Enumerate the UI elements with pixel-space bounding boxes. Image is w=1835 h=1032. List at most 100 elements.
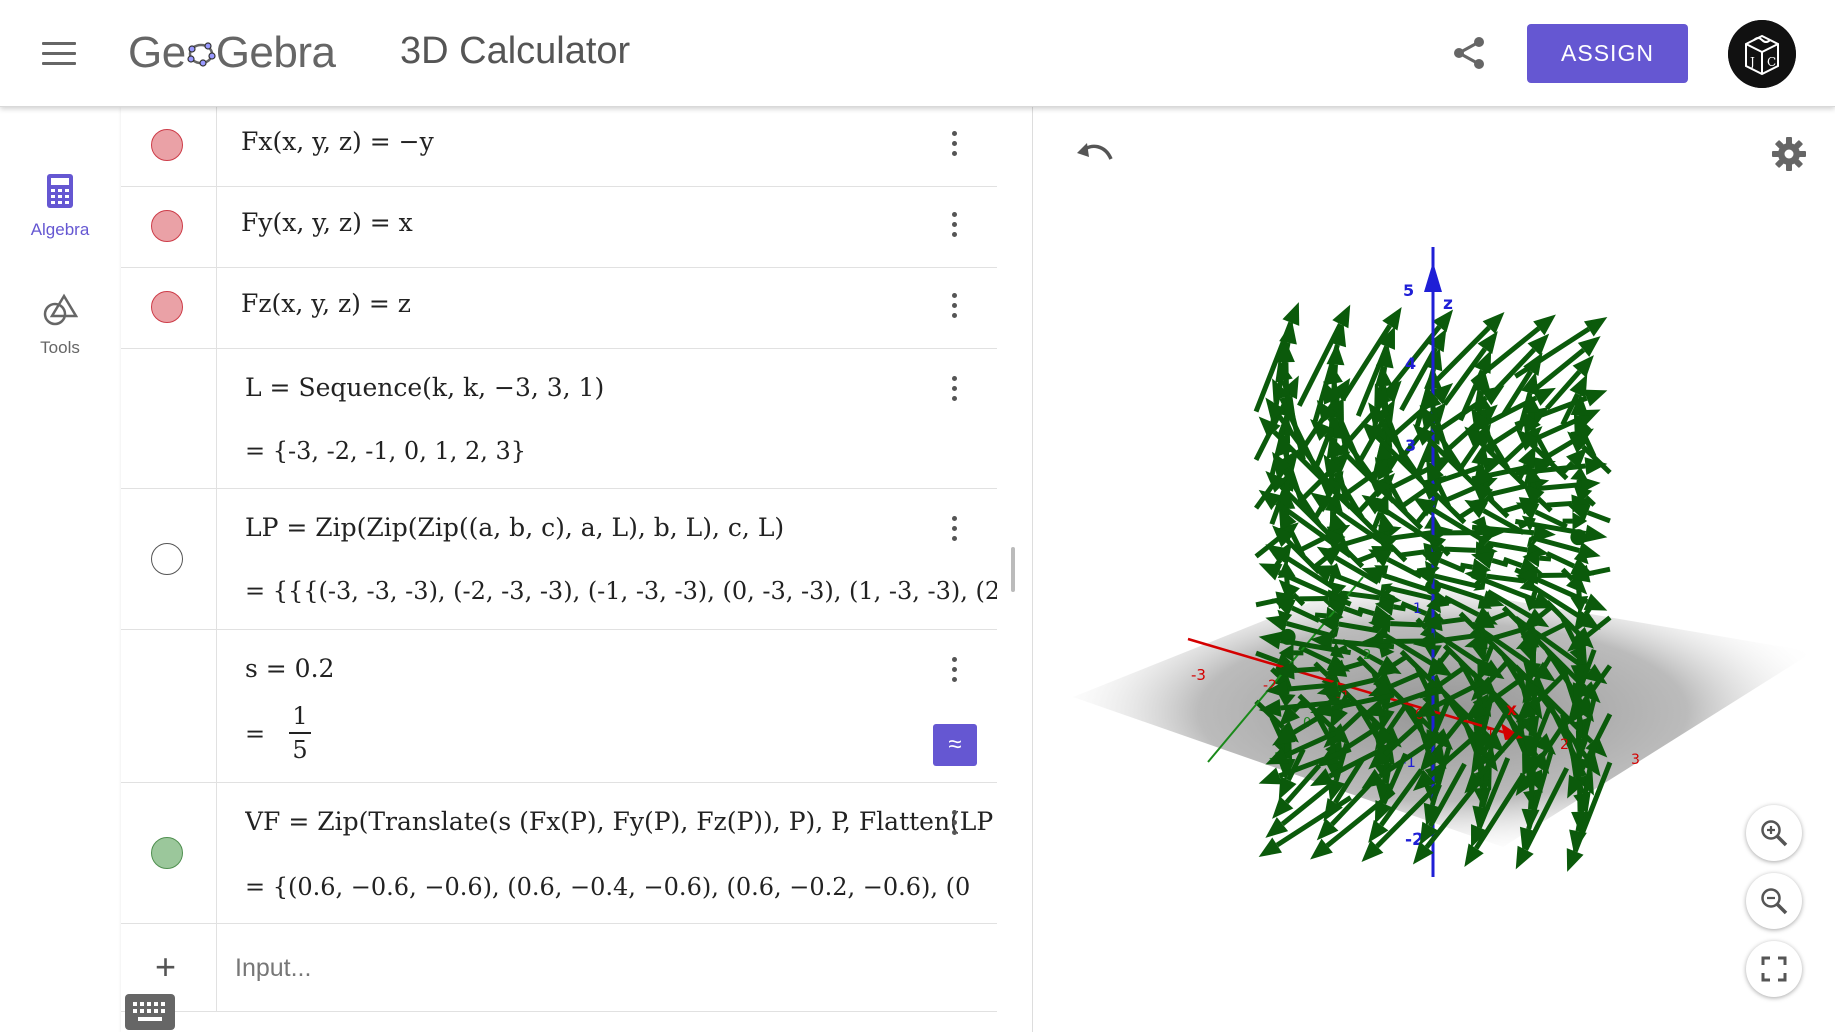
field-vector bbox=[1567, 431, 1612, 475]
algebra-row-fy[interactable]: Fy(x, y, z) = x bbox=[121, 187, 997, 268]
add-item-button[interactable]: + bbox=[155, 946, 177, 987]
more-options-icon[interactable] bbox=[949, 513, 959, 545]
graphics-3d-view[interactable]: z x 5 4 3 1 -1 -2 -3 -2 -1 0 1 2 3 -1 0 … bbox=[1033, 107, 1835, 1032]
avatar[interactable]: J C bbox=[1728, 20, 1796, 88]
algebra-row-vf[interactable]: VF = Zip(Translate(s (Fx(P), Fy(P), Fz(P… bbox=[121, 783, 997, 924]
field-vector bbox=[1567, 504, 1611, 524]
field-vector bbox=[1501, 352, 1543, 416]
field-vector bbox=[1419, 762, 1467, 846]
field-vector bbox=[1544, 355, 1594, 411]
algebra-row-l[interactable]: L = Sequence(k, k, −3, 3, 1) = {-3, -2, … bbox=[121, 349, 997, 489]
3d-scene[interactable]: z x 5 4 3 1 -1 -2 -3 -2 -1 0 1 2 3 -1 0 … bbox=[1033, 107, 1835, 1032]
field-vector bbox=[1515, 502, 1568, 530]
algebra-definition[interactable]: s = 0.2 bbox=[245, 654, 335, 683]
x-axis-label: x bbox=[1506, 700, 1517, 720]
field-vector bbox=[1258, 795, 1353, 858]
field-vector bbox=[1383, 309, 1454, 396]
x-tick-label: 1 bbox=[1486, 727, 1495, 743]
algebra-definition[interactable]: LP = Zip(Zip(Zip((a, b, c), a, L), b, L)… bbox=[245, 513, 785, 542]
zoom-in-icon bbox=[1761, 820, 1788, 847]
marble-column bbox=[121, 349, 217, 488]
algebra-definition[interactable]: Fz(x, y, z) = z bbox=[241, 289, 411, 318]
visibility-marble[interactable] bbox=[151, 837, 183, 869]
rail-item-algebra[interactable]: Algebra bbox=[0, 173, 120, 240]
x-tick-label: 3 bbox=[1631, 752, 1640, 768]
field-vector bbox=[1486, 333, 1550, 401]
field-vector bbox=[1374, 704, 1408, 751]
keyboard-toggle-button[interactable] bbox=[125, 994, 175, 1030]
field-vector bbox=[1419, 714, 1467, 772]
field-vector bbox=[1368, 614, 1422, 633]
marble-column bbox=[121, 489, 217, 629]
algebra-definition[interactable]: Fx(x, y, z) = −y bbox=[241, 127, 434, 156]
field-vector bbox=[1340, 307, 1402, 402]
more-options-icon[interactable] bbox=[949, 290, 959, 322]
algebra-view: Fx(x, y, z) = −y Fy(x, y, z) = x Fz(x, y… bbox=[121, 107, 1033, 1032]
field-vector bbox=[1323, 709, 1365, 748]
definition-clip: VF = Zip(Translate(s (Fx(P), Fy(P), Fz(P… bbox=[245, 803, 997, 843]
value-clip: = {(0.6, −0.6, −0.6), (0.6, −0.4, −0.6),… bbox=[245, 869, 997, 909]
zoom-in-button[interactable] bbox=[1746, 805, 1802, 861]
field-vector bbox=[1464, 675, 1525, 721]
gear-icon[interactable] bbox=[1770, 135, 1808, 173]
field-vector bbox=[1272, 598, 1321, 623]
calculator-icon bbox=[47, 174, 73, 208]
rail-item-tools[interactable]: Tools bbox=[0, 293, 120, 358]
algebra-definition[interactable]: Fy(x, y, z) = x bbox=[241, 208, 413, 237]
field-vector bbox=[1471, 610, 1509, 628]
undo-icon[interactable] bbox=[1073, 137, 1115, 171]
field-vector bbox=[1567, 713, 1613, 799]
assign-button[interactable]: ASSIGN bbox=[1527, 24, 1688, 83]
algebra-input[interactable] bbox=[217, 924, 997, 1012]
field-vector bbox=[1412, 778, 1483, 865]
field-vector bbox=[1522, 654, 1554, 704]
share-icon[interactable] bbox=[1450, 34, 1488, 72]
visibility-marble[interactable] bbox=[151, 129, 183, 161]
keyboard-icon bbox=[133, 1002, 165, 1021]
algebra-definition[interactable]: L = Sequence(k, k, −3, 3, 1) bbox=[245, 373, 605, 402]
algebra-row-fz[interactable]: Fz(x, y, z) = z bbox=[121, 268, 997, 349]
more-options-icon[interactable] bbox=[949, 807, 959, 839]
fullscreen-button[interactable] bbox=[1746, 941, 1802, 997]
field-vector bbox=[1464, 426, 1526, 487]
hamburger-menu-button[interactable] bbox=[42, 38, 76, 68]
fraction-bar bbox=[289, 732, 311, 734]
algebra-row-lp[interactable]: LP = Zip(Zip(Zip((a, b, c), a, L), b, L)… bbox=[121, 489, 997, 630]
field-vector bbox=[1464, 772, 1526, 867]
approximate-toggle-button[interactable]: ≈ bbox=[933, 724, 977, 766]
more-options-icon[interactable] bbox=[949, 128, 959, 160]
more-options-icon[interactable] bbox=[949, 209, 959, 241]
algebra-scrollbar[interactable] bbox=[1011, 547, 1015, 592]
visibility-marble[interactable] bbox=[151, 543, 183, 575]
field-vector bbox=[1524, 590, 1542, 612]
field-vector bbox=[1361, 421, 1439, 498]
field-vector bbox=[1361, 784, 1439, 862]
field-vector bbox=[1361, 735, 1439, 789]
field-vector bbox=[1464, 626, 1525, 650]
algebra-definition[interactable]: VF = Zip(Translate(s (Fx(P), Fy(P), Fz(P… bbox=[245, 807, 994, 836]
visibility-marble[interactable] bbox=[151, 210, 183, 242]
field-vector bbox=[1399, 328, 1447, 412]
algebra-row-fx[interactable]: Fx(x, y, z) = −y bbox=[121, 107, 997, 187]
fullscreen-icon bbox=[1761, 956, 1787, 982]
menu-line bbox=[42, 62, 76, 65]
field-vector bbox=[1573, 600, 1597, 633]
field-vector bbox=[1265, 544, 1337, 591]
zoom-out-icon bbox=[1761, 888, 1788, 915]
marble-column bbox=[121, 187, 217, 267]
field-vector bbox=[1471, 516, 1488, 534]
more-options-icon[interactable] bbox=[949, 373, 959, 405]
marble-column bbox=[121, 924, 217, 1011]
field-vector bbox=[1265, 680, 1336, 699]
visibility-marble[interactable] bbox=[151, 291, 183, 323]
field-vector bbox=[1265, 730, 1336, 765]
marble-column bbox=[121, 630, 217, 782]
y-tick-label: 2 bbox=[1363, 648, 1371, 663]
field-vector bbox=[1419, 613, 1465, 632]
field-vector bbox=[1258, 563, 1352, 607]
field-vector bbox=[1442, 331, 1498, 406]
more-options-icon[interactable] bbox=[949, 654, 959, 686]
rail-label-algebra: Algebra bbox=[30, 220, 90, 239]
zoom-out-button[interactable] bbox=[1746, 873, 1802, 929]
algebra-row-s[interactable]: s = 0.2 = 1 5 bbox=[121, 630, 997, 783]
